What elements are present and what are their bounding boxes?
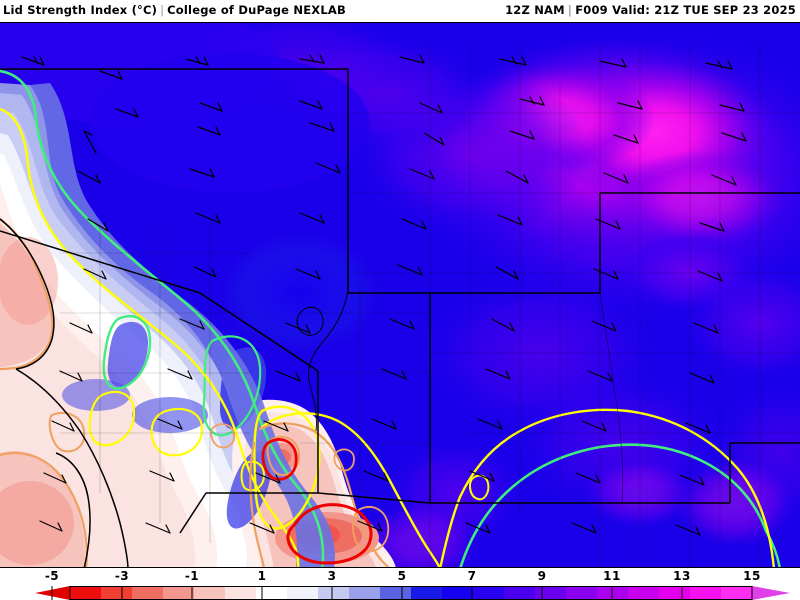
colorbar-tick-8: 11 (603, 569, 621, 582)
colorbar-swatch (132, 586, 164, 600)
lid-strength-index-field (0, 23, 800, 567)
colorbar-swatch (101, 586, 133, 600)
colorbar-swatch (566, 586, 598, 600)
colorbar-tick-0: -5 (44, 569, 60, 582)
colorbar-swatch (70, 586, 102, 600)
map-header: Lid Strength Index (°C) | College of DuPag… (0, 0, 800, 22)
header-right-separator: | (567, 3, 573, 17)
colorbar-swatches (35, 586, 790, 600)
colorbar-swatch (473, 586, 505, 600)
colorbar-swatch (659, 586, 691, 600)
page-title: Lid Strength Index (°C) (3, 3, 158, 17)
colorbar-swatch (535, 586, 567, 600)
colorbar-tick-2: -1 (184, 569, 200, 582)
header-left: Lid Strength Index (°C) | College of DuPag… (3, 3, 346, 17)
valid-time-label: F009 Valid: 21Z TUE SEP 23 2025 (575, 3, 796, 17)
colorbar-swatch (256, 586, 288, 600)
colorbar-axis: -5 -3 -1 1 3 5 7 9 11 13 15 (0, 568, 800, 586)
colorbar-swatch (442, 586, 474, 600)
header-right: 12Z NAM | F009 Valid: 21Z TUE SEP 23 2025 (505, 3, 796, 17)
colorbar-tick-6: 7 (467, 569, 477, 582)
colorbar-swatch (597, 586, 629, 600)
colorbar-over-cap (752, 586, 790, 600)
colorbar-tick-5: 5 (397, 569, 407, 582)
colorbar-swatch (225, 586, 257, 600)
colorbar-tick-9: 13 (673, 569, 691, 582)
colorbar-swatch (690, 586, 722, 600)
colorbar-swatch (628, 586, 660, 600)
colorbar-swatch (411, 586, 443, 600)
colorbar-swatch (194, 586, 226, 600)
colorbar[interactable] (0, 586, 800, 600)
colorbar-swatch (721, 586, 753, 600)
header-separator: | (160, 3, 165, 17)
colorbar-tick-7: 9 (537, 569, 547, 582)
data-source-label: College of DuPage NEXLAB (167, 3, 346, 17)
colorbar-swatch (163, 586, 195, 600)
model-run-label: 12Z NAM (505, 3, 565, 17)
colorbar-tick-4: 3 (327, 569, 337, 582)
forecast-map-canvas[interactable] (0, 22, 800, 568)
colorbar-swatch (380, 586, 412, 600)
colorbar-swatch (349, 586, 381, 600)
colorbar-tick-10: 15 (743, 569, 761, 582)
colorbar-swatch (318, 586, 350, 600)
colorbar-swatch (287, 586, 319, 600)
colorbar-tick-1: -3 (114, 569, 130, 582)
colorbar-tick-3: 1 (257, 569, 267, 582)
colorbar-swatch (504, 586, 536, 600)
